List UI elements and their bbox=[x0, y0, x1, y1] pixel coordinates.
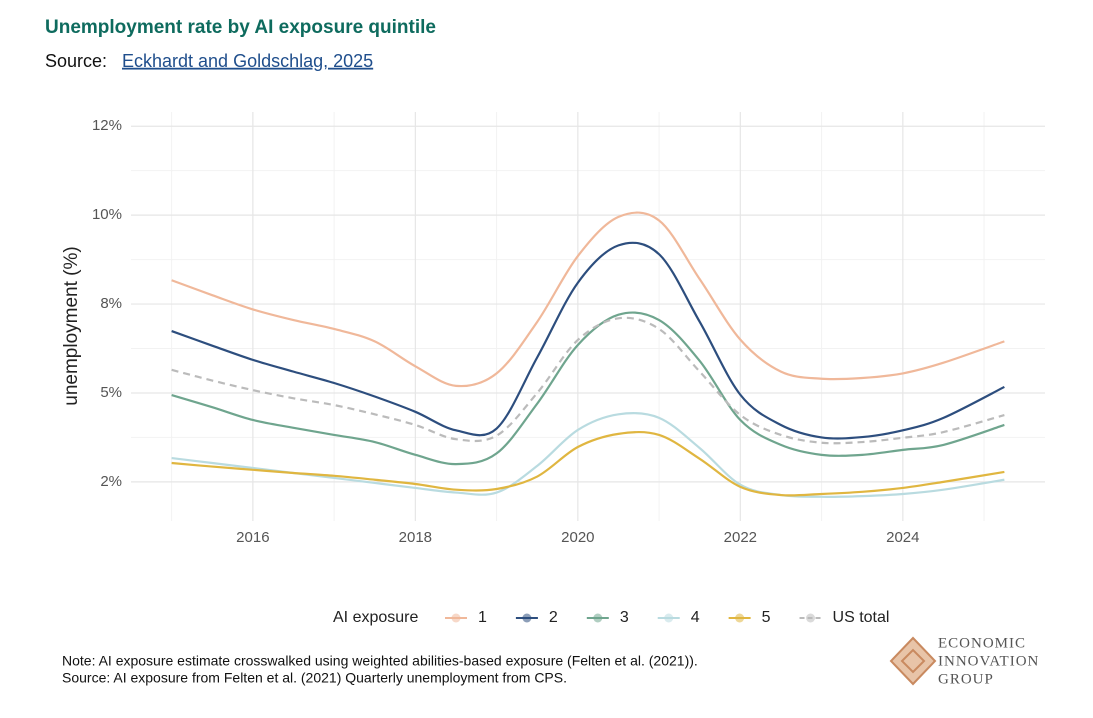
legend-label: US total bbox=[833, 609, 890, 626]
legend-label: 2 bbox=[549, 609, 558, 626]
y-axis-label: unemployment (%) bbox=[61, 246, 82, 405]
chart-title: Unemployment rate by AI exposure quintil… bbox=[45, 17, 436, 38]
y-tick-label: 2% bbox=[100, 473, 122, 490]
logo-text: INNOVATION bbox=[938, 653, 1039, 669]
series-line bbox=[171, 311, 1005, 466]
legend-swatch bbox=[593, 613, 603, 623]
legend-label: 1 bbox=[478, 609, 487, 626]
series-line bbox=[171, 316, 1005, 445]
note: Note: AI exposure estimate crosswalked u… bbox=[62, 653, 698, 669]
logo-icon bbox=[900, 648, 926, 674]
note: Source: AI exposure from Felten et al. (… bbox=[62, 670, 567, 686]
series-line bbox=[171, 211, 1005, 388]
y-tick-label: 8% bbox=[100, 295, 122, 312]
source-link[interactable]: Eckhardt and Goldschlag, 2025 bbox=[122, 51, 373, 71]
legend-swatch bbox=[664, 613, 674, 623]
logo-icon bbox=[889, 636, 937, 686]
legend-swatch bbox=[806, 613, 816, 623]
legend-swatch bbox=[522, 613, 532, 623]
logo-text: GROUP bbox=[938, 671, 994, 687]
y-tick-label: 5% bbox=[100, 384, 122, 401]
legend-swatch bbox=[451, 613, 461, 623]
series-line bbox=[171, 241, 1005, 440]
logo: ECONOMIC INNOVATION GROUP bbox=[889, 635, 1039, 687]
y-tick-label: 10% bbox=[92, 206, 122, 223]
legend-title: AI exposure bbox=[333, 609, 418, 626]
series-line bbox=[171, 430, 1005, 497]
x-tick-label: 2016 bbox=[236, 529, 269, 546]
legend-label: 3 bbox=[620, 609, 629, 626]
x-tick-label: 2024 bbox=[886, 529, 919, 546]
x-tick-label: 2020 bbox=[561, 529, 594, 546]
x-tick-label: 2022 bbox=[724, 529, 757, 546]
logo-text: ECONOMIC bbox=[938, 635, 1026, 651]
x-tick-label: 2018 bbox=[399, 529, 432, 546]
legend-label: 5 bbox=[762, 609, 771, 626]
source-label: Source: bbox=[45, 51, 107, 71]
legend-swatch bbox=[735, 613, 745, 623]
legend-label: 4 bbox=[691, 609, 700, 626]
y-tick-label: 12% bbox=[92, 117, 122, 134]
series-line bbox=[171, 411, 1005, 498]
